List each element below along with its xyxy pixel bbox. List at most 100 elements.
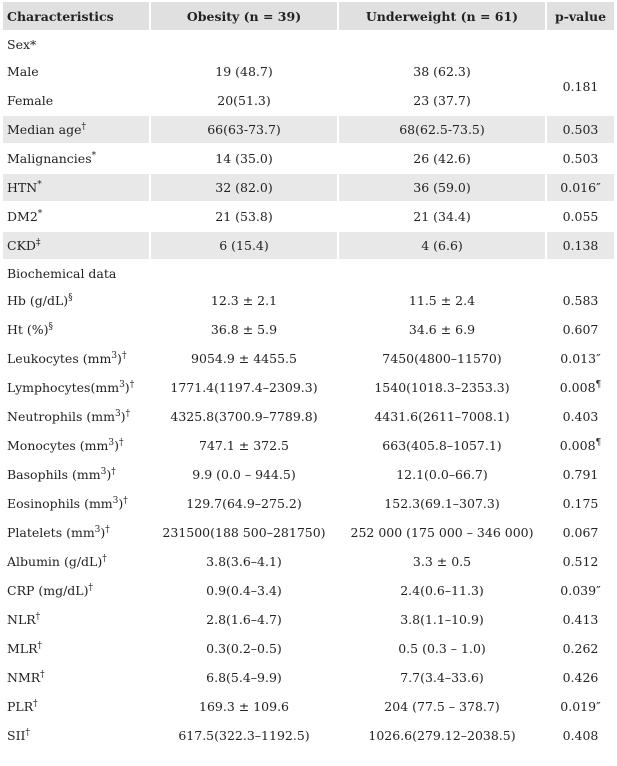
obesity-value: 169.3 ± 109.6 [199,699,289,714]
footnote-mark: * [91,150,97,161]
underweight-value: 663(405.8–1057.1) [382,438,502,453]
obesity-value: 14 (35.0) [215,151,273,166]
row-label: Hb (g/dL)§ [7,292,73,308]
obesity-value: 9.9 (0.0 – 944.5) [192,467,296,482]
p-value: 0.403 [562,409,599,424]
underweight-value: 0.5 (0.3 – 1.0) [398,641,486,656]
table-row: Male 19 (48.7) 38 (62.3) 0.181 [3,58,614,94]
row-label: Basophils (mm3)† [7,466,116,482]
unit-superscript: 3 [108,437,115,448]
row-label: Median age† [3,116,149,143]
row-label: PLR† [7,698,38,714]
table-row: Malignancies* 14 (35.0) 26 (42.6) 0.503 [3,145,614,172]
footnote-mark: † [88,582,93,593]
underweight-value: 152.3(69.1–307.3) [384,496,500,511]
obesity-value: 6.8(5.4–9.9) [206,670,282,685]
sex-section-row: Sex* [3,32,614,56]
obesity-value: 32 (82.0) [151,174,337,201]
p-value: 0.039″ [560,583,601,598]
table-row: Platelets (mm3)† 231500(188 500–281750) 25… [3,519,614,546]
female-label: Female [7,93,54,108]
table-row: Monocytes (mm3)† 747.1 ± 372.5 663(405.8–1… [3,432,614,459]
obesity-value: 36.8 ± 5.9 [210,322,278,337]
table-row: SII† 617.5(322.3–1192.5) 1026.6(279.12–203… [3,722,614,749]
row-label: SII† [7,727,30,743]
p-value: 0.503 [547,116,614,143]
underweight-value: 4 (6.6) [339,232,545,259]
footnote-mark: † [129,379,135,390]
row-label: HTN* [3,174,149,201]
unit-superscript: 3 [111,350,118,361]
obesity-value: 129.7(64.9–275.2) [186,496,302,511]
footnote-mark: † [25,727,30,738]
table-row: Female 20(51.3) 23 (37.7) [3,87,614,114]
table-row: Basophils (mm3)† 9.9 (0.0 – 944.5) 12.1(0.… [3,461,614,488]
table-row: NLR† 2.8(1.6–4.7) 3.8(1.1–10.9) 0.413 [3,606,614,633]
obesity-value: 66(63-73.7) [151,116,337,143]
table-row: HTN* 32 (82.0) 36 (59.0) 0.016″ [3,174,614,201]
obesity-value: 0.9(0.4–3.4) [206,583,282,598]
p-value: 0.413 [562,612,599,627]
underweight-value: 11.5 ± 2.4 [408,293,476,308]
row-label: MLR† [7,640,43,656]
footnote-mark: † [111,466,116,477]
footnote-mark: † [105,524,110,535]
female-underweight: 23 (37.7) [413,93,471,108]
table-row: MLR† 0.3(0.2–0.5) 0.5 (0.3 – 1.0) 0.262 [3,635,614,662]
underweight-value: 4431.6(2611–7008.1) [374,409,510,424]
header-characteristics: Characteristics [3,2,149,30]
male-obesity: 19 (48.7) [215,64,273,79]
obesity-value: 21 (53.8) [215,209,273,224]
table-row: PLR† 169.3 ± 109.6 204 (77.5 – 378.7) 0.019… [3,693,614,720]
table-row: Leukocytes (mm3)† 9054.9 ± 4455.5 7450(480… [3,345,614,372]
underweight-value: 36 (59.0) [339,174,545,201]
table-row: Ht (%)§ 36.8 ± 5.9 34.6 ± 6.9 0.607 [3,316,614,343]
underweight-value: 7450(4800–11570) [382,351,502,366]
underweight-value: 21 (34.4) [413,209,471,224]
p-footnote-mark: ″ [596,351,601,366]
row-label: Platelets (mm3)† [7,524,110,540]
obesity-value: 2.8(1.6–4.7) [206,612,282,627]
obesity-value: 9054.9 ± 4455.5 [191,351,297,366]
row-label: CKD‡ [3,232,149,259]
underweight-value: 252 000 (175 000 – 346 000) [350,525,534,540]
p-footnote-mark: ¶ [595,437,602,448]
p-value: 0.512 [562,554,599,569]
p-value: 0.791 [562,467,599,482]
footnote-mark: † [118,437,124,448]
underweight-value: 204 (77.5 – 378.7) [384,699,500,714]
footnote-mark: † [81,121,87,132]
p-value: 0.013″ [560,351,601,366]
obesity-value: 617.5(322.3–1192.5) [178,728,310,743]
p-value: 0.262 [562,641,599,656]
p-value: 0.583 [562,293,599,308]
underweight-value: 26 (42.6) [413,151,471,166]
male-label: Male [7,64,39,79]
underweight-value: 68(62.5-73.5) [339,116,545,143]
table-row: Lymphocytes(mm3)† 1771.4(1197.4–2309.3) 15… [3,374,614,401]
unit-superscript: 3 [112,495,119,506]
underweight-value: 1026.6(279.12–2038.5) [368,728,516,743]
footnote-mark: § [48,321,54,332]
p-footnote-mark: ″ [596,583,601,598]
sex-label: Sex* [7,36,37,52]
table-row: Hb (g/dL)§ 12.3 ± 2.1 11.5 ± 2.4 0.583 [3,287,614,314]
p-value: 0.408 [562,728,599,743]
obesity-value: 4325.8(3700.9–7789.8) [170,409,318,424]
row-label: NLR† [7,611,41,627]
footnote-mark: † [37,640,43,651]
obesity-value: 6 (15.4) [151,232,337,259]
underweight-value: 7.7(3.4–33.6) [400,670,484,685]
p-footnote-mark: ″ [596,180,601,195]
obesity-value: 3.8(3.6–4.1) [206,554,282,569]
unit-superscript: 3 [94,524,101,535]
p-value: 0.138 [547,232,614,259]
footnote-mark: † [121,350,127,361]
row-label: Monocytes (mm3)† [7,437,124,453]
header-underweight: Underweight (n = 61) [339,2,545,30]
header-pvalue: p-value [547,2,614,30]
footnote-mark: † [125,408,131,419]
obesity-value: 1771.4(1197.4–2309.3) [170,380,318,395]
row-label: Albumin (g/dL)† [7,553,107,569]
sex-pvalue: 0.181 [562,78,599,94]
